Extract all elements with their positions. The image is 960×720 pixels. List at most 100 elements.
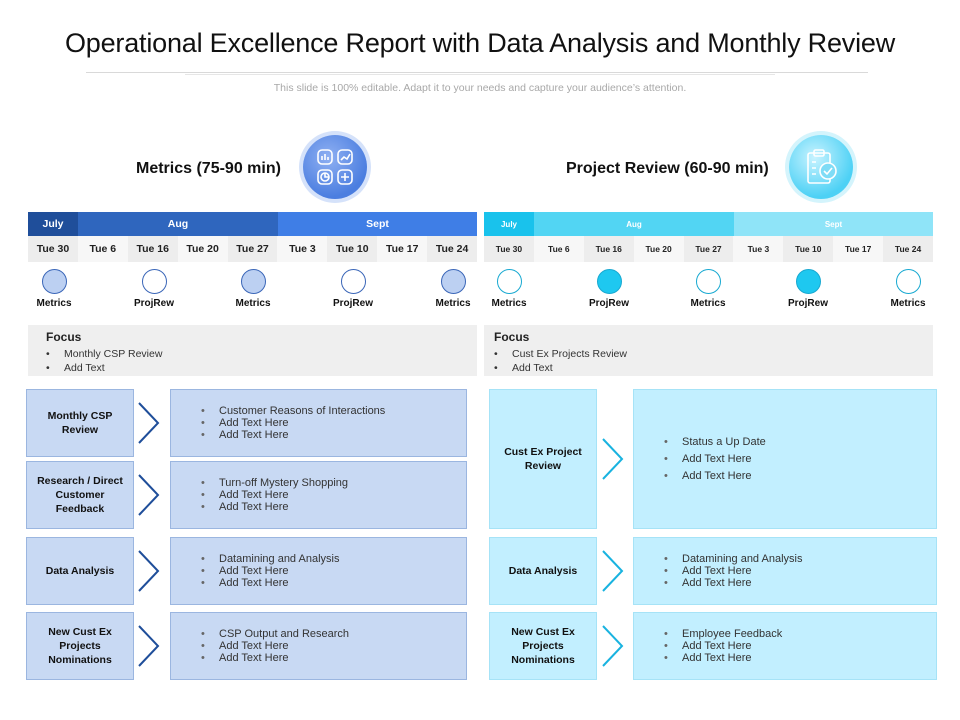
detail-item: Turn-off Mystery Shopping	[171, 477, 466, 489]
detail-item: Add Text Here	[171, 417, 466, 429]
milestone-label: ProjRew	[332, 298, 373, 309]
month-july: July	[28, 212, 78, 236]
milestone-dot-filled	[42, 269, 67, 294]
detail-item: Add Text Here	[171, 429, 466, 441]
metrics-focus-box: Focus Monthly CSP Review Add Text	[28, 325, 477, 376]
detail-item: Add Text Here	[634, 468, 936, 485]
milestone-dot-empty	[696, 269, 721, 294]
date-cell: Tue 30	[484, 236, 534, 262]
detail-item: CSP Output and Research	[171, 628, 466, 640]
milestone-label: Metrics	[690, 298, 726, 309]
milestone-dot-empty	[142, 269, 167, 294]
date-cell: Tue 24	[883, 236, 934, 262]
milestone-dot-empty	[896, 269, 921, 294]
month-july: July	[484, 212, 534, 236]
month-aug: Aug	[78, 212, 278, 236]
metrics-row-label: Research / Direct Customer Feedback	[26, 461, 134, 529]
month-aug: Aug	[534, 212, 734, 236]
milestone-label: Metrics	[890, 298, 926, 309]
focus-item: Monthly CSP Review	[46, 347, 477, 361]
date-cell: Tue 27	[683, 236, 734, 262]
project-review-row-label: Cust Ex Project Review	[489, 389, 597, 529]
project-review-row-label: Data Analysis	[489, 537, 597, 605]
metrics-row-label: Monthly CSP Review	[26, 389, 134, 457]
detail-item: Add Text Here	[171, 640, 466, 652]
project-review-date-row: Tue 30 Tue 6 Tue 16 Tue 20 Tue 27 Tue 3 …	[484, 236, 934, 262]
milestone-label: ProjRew	[133, 298, 174, 309]
project-review-row-detail: Employee Feedback Add Text Here Add Text…	[633, 612, 937, 680]
milestone-label: Metrics	[36, 298, 72, 309]
milestone-dot-filled	[796, 269, 821, 294]
focus-heading: Focus	[46, 330, 82, 344]
detail-item: Add Text Here	[634, 451, 936, 468]
milestone-label: Metrics	[491, 298, 527, 309]
metrics-row-label: New Cust Ex Projects Nominations	[26, 612, 134, 680]
page-title: Operational Excellence Report with Data …	[64, 28, 896, 58]
metrics-month-bar: July Aug Sept	[28, 212, 477, 236]
detail-item: Add Text Here	[171, 501, 466, 513]
detail-item: Add Text Here	[171, 489, 466, 501]
metrics-row-label: Data Analysis	[26, 537, 134, 605]
project-review-month-bar: July Aug Sept	[484, 212, 933, 236]
date-cell: Tue 27	[227, 236, 278, 262]
page-subtitle: This slide is 100% editable. Adapt it to…	[273, 82, 687, 94]
project-review-focus-box: Focus Cust Ex Projects Review Add Text	[484, 325, 933, 376]
date-cell: Tue 17	[377, 236, 428, 262]
detail-item: Add Text Here	[634, 640, 936, 652]
date-cell: Tue 20	[177, 236, 228, 262]
detail-item: Datamining and Analysis	[634, 553, 936, 565]
milestone-dot-empty	[341, 269, 366, 294]
date-cell: Tue 24	[427, 236, 478, 262]
date-cell: Tue 16	[583, 236, 634, 262]
metrics-dashboard-icon	[303, 135, 367, 199]
detail-item: Add Text Here	[171, 577, 466, 589]
chevron-right-icon	[602, 625, 624, 667]
detail-item: Datamining and Analysis	[171, 553, 466, 565]
month-sept: Sept	[734, 212, 933, 236]
date-cell: Tue 3	[277, 236, 328, 262]
milestone-label: Metrics	[235, 298, 271, 309]
date-cell: Tue 30	[28, 236, 78, 262]
date-cell: Tue 3	[733, 236, 784, 262]
focus-heading: Focus	[494, 330, 530, 344]
month-sept: Sept	[278, 212, 477, 236]
date-cell: Tue 10	[783, 236, 834, 262]
detail-item: Add Text Here	[171, 565, 466, 577]
clipboard-check-icon	[789, 135, 853, 199]
project-review-heading: Project Review (60-90 min)	[566, 160, 769, 177]
date-cell: Tue 10	[327, 236, 378, 262]
detail-item: Status a Up Date	[634, 434, 936, 451]
metrics-row-detail: Customer Reasons of Interactions Add Tex…	[170, 389, 467, 457]
milestone-label: ProjRew	[588, 298, 629, 309]
focus-item: Cust Ex Projects Review	[494, 347, 933, 361]
date-cell: Tue 6	[77, 236, 128, 262]
milestone-dot-empty	[497, 269, 522, 294]
date-cell: Tue 16	[127, 236, 178, 262]
metrics-row-detail: CSP Output and Research Add Text Here Ad…	[170, 612, 467, 680]
date-cell: Tue 17	[833, 236, 884, 262]
chevron-right-icon	[138, 402, 160, 444]
metrics-row-detail: Turn-off Mystery Shopping Add Text Here …	[170, 461, 467, 529]
detail-item: Add Text Here	[634, 565, 936, 577]
date-cell: Tue 20	[633, 236, 684, 262]
project-review-row-detail: Datamining and Analysis Add Text Here Ad…	[633, 537, 937, 605]
milestone-dot-filled	[597, 269, 622, 294]
title-divider	[86, 72, 868, 73]
metrics-date-row: Tue 30 Tue 6 Tue 16 Tue 20 Tue 27 Tue 3 …	[28, 236, 478, 262]
chevron-right-icon	[138, 550, 160, 592]
detail-item: Employee Feedback	[634, 628, 936, 640]
chevron-right-icon	[138, 625, 160, 667]
metrics-row-detail: Datamining and Analysis Add Text Here Ad…	[170, 537, 467, 605]
milestone-label: Metrics	[435, 298, 471, 309]
chevron-right-icon	[602, 550, 624, 592]
project-review-row-detail: Status a Up Date Add Text Here Add Text …	[633, 389, 937, 529]
date-cell: Tue 6	[533, 236, 584, 262]
detail-item: Add Text Here	[634, 577, 936, 589]
focus-item: Add Text	[494, 361, 933, 375]
detail-item: Customer Reasons of Interactions	[171, 405, 466, 417]
detail-item: Add Text Here	[634, 652, 936, 664]
milestone-dot-filled	[441, 269, 466, 294]
metrics-heading: Metrics (75-90 min)	[136, 160, 281, 177]
focus-item: Add Text	[46, 361, 477, 375]
title-divider-inner	[185, 74, 775, 75]
